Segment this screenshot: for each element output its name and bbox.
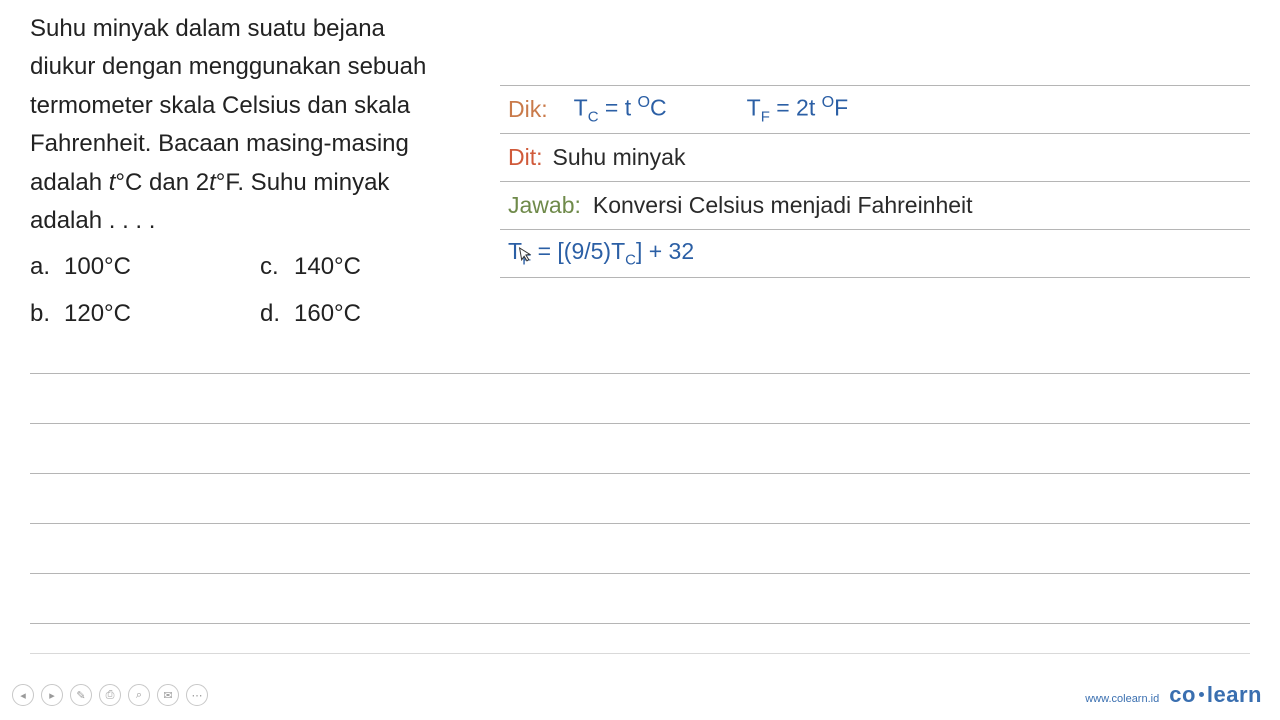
ruled-line [30, 623, 1250, 653]
q-line6: adalah . . . . [30, 207, 155, 234]
option-b-text: 120°C [64, 295, 131, 333]
pen-icon[interactable]: ✎ [70, 684, 92, 706]
option-d-text: 160°C [294, 295, 361, 333]
brand-logo-co: co [1169, 682, 1196, 707]
dik-eq2-sub: F [761, 109, 770, 126]
play-icon[interactable]: ▸ [41, 684, 63, 706]
answer-area: Dik: TC = t OC TF = 2t OF Dit: Suhu miny… [500, 85, 1250, 325]
option-c-letter: c. [260, 248, 294, 286]
dik-eq1: TC = t OC [574, 93, 667, 125]
more-icon[interactable]: ⋯ [186, 684, 208, 706]
q-line5b: °C dan 2 [115, 169, 209, 196]
brand-logo: colearn [1169, 682, 1262, 708]
option-d[interactable]: d. 160°C [260, 295, 470, 333]
dik-eq2-F: F [834, 95, 848, 121]
q-line1: Suhu minyak dalam suatu bejana [30, 15, 385, 42]
option-c[interactable]: c. 140°C [260, 248, 470, 286]
formula-sub2: C [625, 252, 636, 269]
page: Suhu minyak dalam suatu bejana diukur de… [0, 0, 1280, 720]
brand: www.colearn.id colearn [1085, 682, 1262, 708]
dik-eq2-T: T [747, 95, 761, 121]
answer-line-jawab: Jawab: Konversi Celsius menjadi Fahreinh… [500, 181, 1250, 229]
search-icon[interactable]: ⌕ [128, 684, 150, 706]
option-a-letter: a. [30, 248, 64, 286]
option-a[interactable]: a. 100°C [30, 248, 240, 286]
dit-text: Suhu minyak [553, 144, 686, 171]
dit-label: Dit: [508, 144, 543, 171]
back-icon[interactable]: ◂ [12, 684, 34, 706]
dik-eq1-mid: = t [598, 95, 637, 121]
footer: ◂ ▸ ✎ ⎙ ⌕ ✉ ⋯ www.colearn.id colearn [0, 676, 1280, 720]
ruled-line [30, 373, 1250, 423]
ruled-line [30, 573, 1250, 623]
dik-eq2-mid: = 2t [770, 95, 822, 121]
control-icons: ◂ ▸ ✎ ⎙ ⌕ ✉ ⋯ [12, 684, 208, 706]
options-grid: a. 100°C c. 140°C b. 120°C d. 160°C [30, 248, 470, 333]
chat-icon[interactable]: ✉ [157, 684, 179, 706]
question-text: Suhu minyak dalam suatu bejana diukur de… [30, 10, 470, 333]
formula-sub1: F [522, 252, 531, 269]
dik-eq2: TF = 2t OF [747, 93, 849, 125]
brand-url: www.colearn.id [1085, 693, 1159, 705]
print-icon[interactable]: ⎙ [99, 684, 121, 706]
formula-end: ] + 32 [636, 238, 694, 264]
answer-line-dik: Dik: TC = t OC TF = 2t OF [500, 85, 1250, 133]
answer-line-dit: Dit: Suhu minyak [500, 133, 1250, 181]
dik-eq1-C: C [650, 95, 667, 121]
q-line5-t2: t [209, 169, 216, 196]
q-line5c: °F. Suhu minyak [216, 169, 390, 196]
dik-eq2-sup: O [822, 93, 835, 111]
dik-eq1-sub: C [588, 109, 599, 126]
ruled-line [30, 653, 1250, 654]
dik-eq1-sup: O [637, 93, 650, 111]
ruled-line [30, 423, 1250, 473]
option-d-letter: d. [260, 295, 294, 333]
jawab-label: Jawab: [508, 192, 581, 219]
answer-line-formula: TF = [(9/5)TC] + 32 [500, 229, 1250, 277]
option-c-text: 140°C [294, 248, 361, 286]
q-line2: diukur dengan menggunakan sebuah [30, 53, 426, 80]
ruled-lines [30, 373, 1250, 654]
formula-mid: = [(9/5)T [531, 238, 625, 264]
q-line3: termometer skala Celsius dan skala [30, 92, 410, 119]
q-line5a: adalah [30, 169, 109, 196]
dik-eq1-T: T [574, 95, 588, 121]
brand-dot-icon [1199, 692, 1204, 697]
ruled-line [30, 523, 1250, 573]
formula: TF = [(9/5)TC] + 32 [508, 238, 694, 269]
ruled-line [30, 473, 1250, 523]
option-b-letter: b. [30, 295, 64, 333]
formula-T: T [508, 238, 522, 264]
brand-logo-learn: learn [1207, 682, 1262, 707]
option-a-text: 100°C [64, 248, 131, 286]
dik-label: Dik: [508, 96, 548, 123]
answer-line-blank-1 [500, 277, 1250, 325]
q-line4: Fahrenheit. Bacaan masing-masing [30, 130, 409, 157]
jawab-text: Konversi Celsius menjadi Fahreinheit [593, 192, 973, 219]
option-b[interactable]: b. 120°C [30, 295, 240, 333]
